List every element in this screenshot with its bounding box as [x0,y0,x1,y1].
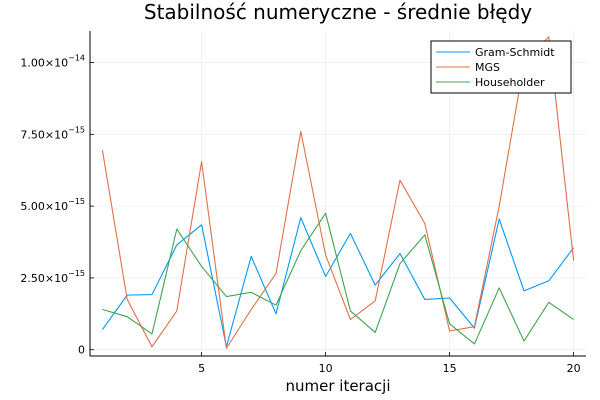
series-line-householder [102,212,574,345]
legend-label: Gram-Schmidt [475,46,555,59]
tick-labels: 5 10 15 20 0 2.50×10−15 5.00×10−15 7.50×10−15 1.… [20,54,580,375]
x-tick-label: 15 [443,362,457,375]
series-line-mgs [101,36,575,349]
legend-label: Householder [475,76,545,89]
y-tick-label: 2.50×10−15 [20,269,85,285]
x-axis-title: numer iteracji [285,377,390,395]
legend-label: MGS [475,61,500,74]
axes [89,31,586,357]
x-tick-label: 5 [198,362,205,375]
series-line-gram-schmidt [101,217,575,348]
chart-title: Stabilność numeryczne - średnie błędy [144,0,532,24]
series-layer [101,36,575,349]
y-tick-label: 0 [78,344,85,357]
y-tick-label: 7.50×10−15 [20,125,85,141]
legend: Gram-Schmidt MGS Householder [430,40,572,94]
x-tick-label: 10 [319,362,333,375]
x-tick-label: 20 [567,362,581,375]
y-tick-label: 5.00×10−15 [20,197,85,213]
y-tick-label: 1.00×10−14 [20,54,85,70]
